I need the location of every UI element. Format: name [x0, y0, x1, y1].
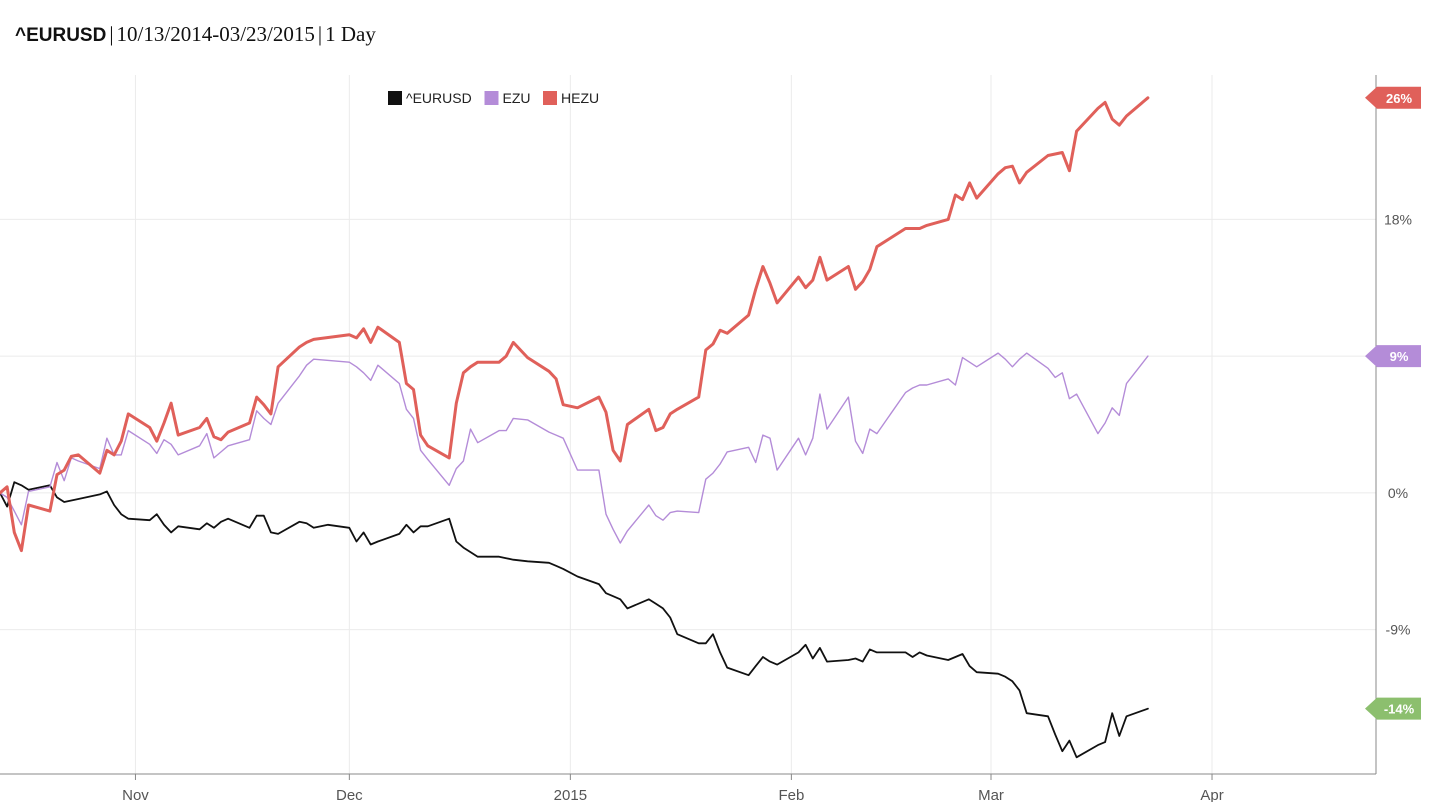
y-tick-label: -9%	[1386, 622, 1411, 638]
chart-symbol: ^EURUSD	[15, 25, 107, 46]
series-line-eurusd	[0, 481, 1149, 759]
x-tick-label: Nov	[122, 787, 149, 802]
end-value-tag-label: 26%	[1386, 91, 1412, 106]
end-value-tag: 26%	[1365, 86, 1421, 109]
end-value-tag-label: -14%	[1384, 702, 1415, 717]
grid-layer	[0, 75, 1376, 774]
chart-interval: 1 Day	[325, 22, 376, 46]
chart-date-range: 10/13/2014-03/23/2015	[116, 22, 315, 46]
end-value-tag-shape	[1365, 86, 1421, 109]
y-tick-label: 18%	[1384, 211, 1412, 227]
x-tick-label: 2015	[554, 787, 587, 802]
x-tick-label: Mar	[978, 787, 1004, 802]
end-value-tag: 9%	[1365, 345, 1421, 368]
legend-label: ^EURUSD	[406, 90, 472, 106]
legend-swatch	[543, 91, 557, 105]
x-tick-label: Apr	[1200, 787, 1223, 802]
end-value-tag-shape	[1365, 345, 1421, 368]
x-tick-label: Dec	[336, 787, 363, 802]
series-layer	[0, 96, 1150, 759]
legend-label: EZU	[503, 90, 531, 106]
chart-title: ^EURUSD | 10/13/2014-03/23/2015 | 1 Day	[15, 22, 376, 47]
chart-legend[interactable]: ^EURUSD EZU HEZU	[388, 90, 599, 106]
end-value-tag-shape	[1365, 697, 1421, 720]
legend-swatch	[388, 91, 402, 105]
legend-item[interactable]: HEZU	[543, 90, 599, 106]
legend-item[interactable]: EZU	[484, 90, 531, 106]
series-line-ezu	[0, 352, 1149, 544]
end-value-tag: -14%	[1365, 697, 1421, 720]
series-line-hezu	[0, 96, 1150, 553]
title-separator: |	[109, 22, 114, 46]
axis-layer: 18% 9% 0% -9% Nov Dec 2015 Feb Mar Apr	[0, 75, 1412, 802]
title-separator: |	[317, 22, 323, 46]
legend-swatch	[484, 91, 499, 105]
y-tick-label: 0%	[1388, 485, 1408, 501]
end-value-tags: -14% 9% 26%	[1365, 86, 1421, 720]
legend-label: HEZU	[561, 90, 599, 106]
legend-item[interactable]: ^EURUSD	[388, 90, 472, 106]
end-value-tag-label: 9%	[1390, 349, 1409, 364]
x-tick-label: Feb	[778, 787, 804, 802]
